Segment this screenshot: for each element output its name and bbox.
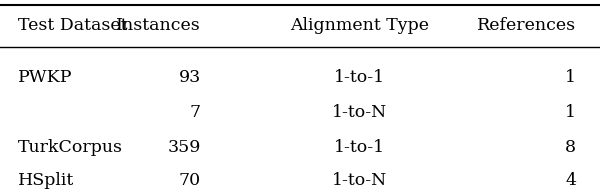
Text: 1: 1: [565, 69, 576, 86]
Text: 4: 4: [565, 172, 576, 189]
Text: Instances: Instances: [116, 17, 201, 34]
Text: 359: 359: [167, 139, 201, 156]
Text: 7: 7: [190, 104, 201, 121]
Text: 1-to-1: 1-to-1: [334, 69, 386, 86]
Text: 93: 93: [179, 69, 201, 86]
Text: Test Dataset: Test Dataset: [18, 17, 128, 34]
Text: 1: 1: [565, 104, 576, 121]
Text: PWKP: PWKP: [18, 69, 73, 86]
Text: 8: 8: [565, 139, 576, 156]
Text: 1-to-N: 1-to-N: [332, 172, 388, 189]
Text: 70: 70: [179, 172, 201, 189]
Text: 1-to-1: 1-to-1: [334, 139, 386, 156]
Text: Alignment Type: Alignment Type: [290, 17, 430, 34]
Text: TurkCorpus: TurkCorpus: [18, 139, 123, 156]
Text: References: References: [477, 17, 576, 34]
Text: HSplit: HSplit: [18, 172, 74, 189]
Text: 1-to-N: 1-to-N: [332, 104, 388, 121]
